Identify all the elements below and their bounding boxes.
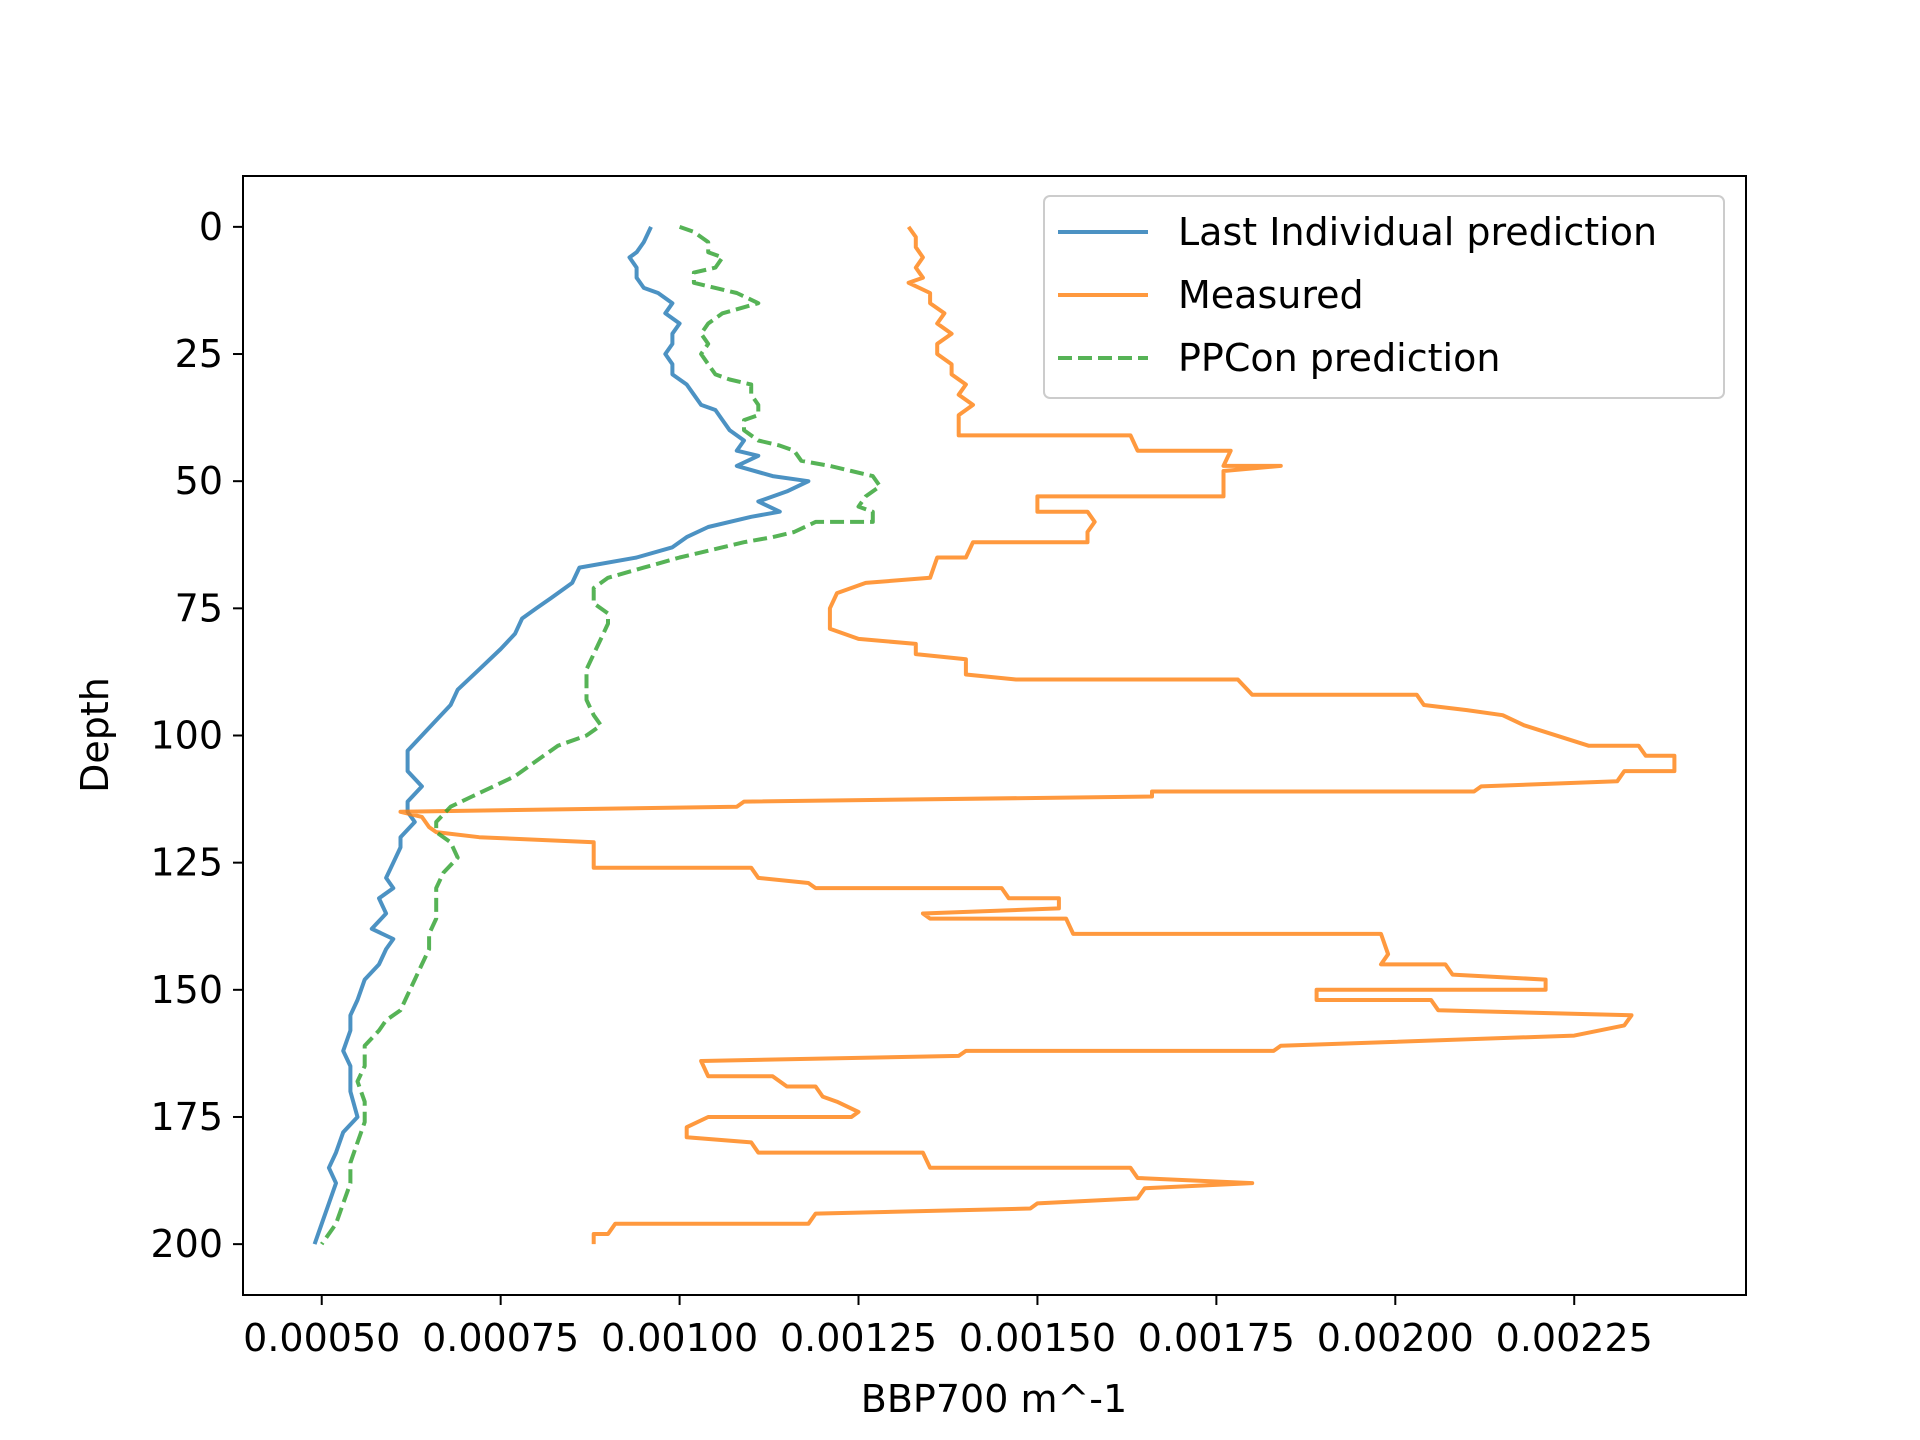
x-tick-label: 0.00100 (601, 1316, 758, 1360)
x-axis: 0.00050 0.00075 0.00100 0.00125 0.00150 0.001… (243, 1295, 1653, 1360)
legend-label-2: PPCon prediction (1178, 336, 1500, 380)
x-tick-label: 0.00175 (1138, 1316, 1295, 1360)
x-tick-label: 0.00125 (780, 1316, 937, 1360)
x-tick-label: 0.00050 (243, 1316, 400, 1360)
x-tick-label: 0.00075 (422, 1316, 579, 1360)
series-line-2 (320, 225, 882, 1246)
x-tick-label: 0.00225 (1496, 1316, 1653, 1360)
x-tick-label: 0.00150 (959, 1316, 1116, 1360)
y-tick-label: 75 (175, 586, 223, 630)
y-tick-label: 50 (175, 459, 223, 503)
y-tick-label: 125 (150, 841, 223, 885)
series-line-1 (398, 225, 1677, 1245)
y-tick-label: 25 (175, 332, 223, 376)
legend-label-0: Last Individual prediction (1178, 210, 1657, 254)
legend-box (1043, 195, 1725, 399)
series-line-0 (312, 226, 811, 1245)
y-tick-label: 0 (199, 205, 223, 249)
y-axis-label: Depth (73, 677, 117, 793)
y-tick-label: 200 (150, 1222, 223, 1266)
series-layer (312, 225, 1677, 1246)
y-axis: 0 25 50 75 100 125 150 175 200 (150, 205, 243, 1266)
x-tick-label: 0.00200 (1317, 1316, 1474, 1360)
y-tick-label: 150 (150, 968, 223, 1012)
legend: Last Individual prediction Measured PPCon … (1043, 195, 1725, 399)
legend-label-1: Measured (1178, 273, 1364, 317)
y-tick-label: 175 (150, 1095, 223, 1139)
x-axis-label: BBP700 m^-1 (861, 1377, 1127, 1421)
y-tick-label: 100 (150, 714, 223, 758)
